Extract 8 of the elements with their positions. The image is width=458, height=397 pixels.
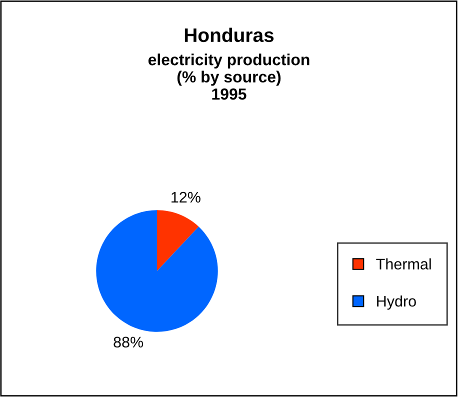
data-label: 88% [114, 336, 144, 348]
pie-slice [96, 210, 218, 332]
chart-subtitle: electricity production (% by source) 1995 [148, 54, 310, 100]
pie-slice [157, 210, 199, 271]
legend-label: Thermal [376, 258, 431, 270]
data-label: 12% [172, 192, 200, 203]
chart-title: Honduras [184, 28, 274, 42]
legend-label: Hydro [377, 295, 416, 310]
